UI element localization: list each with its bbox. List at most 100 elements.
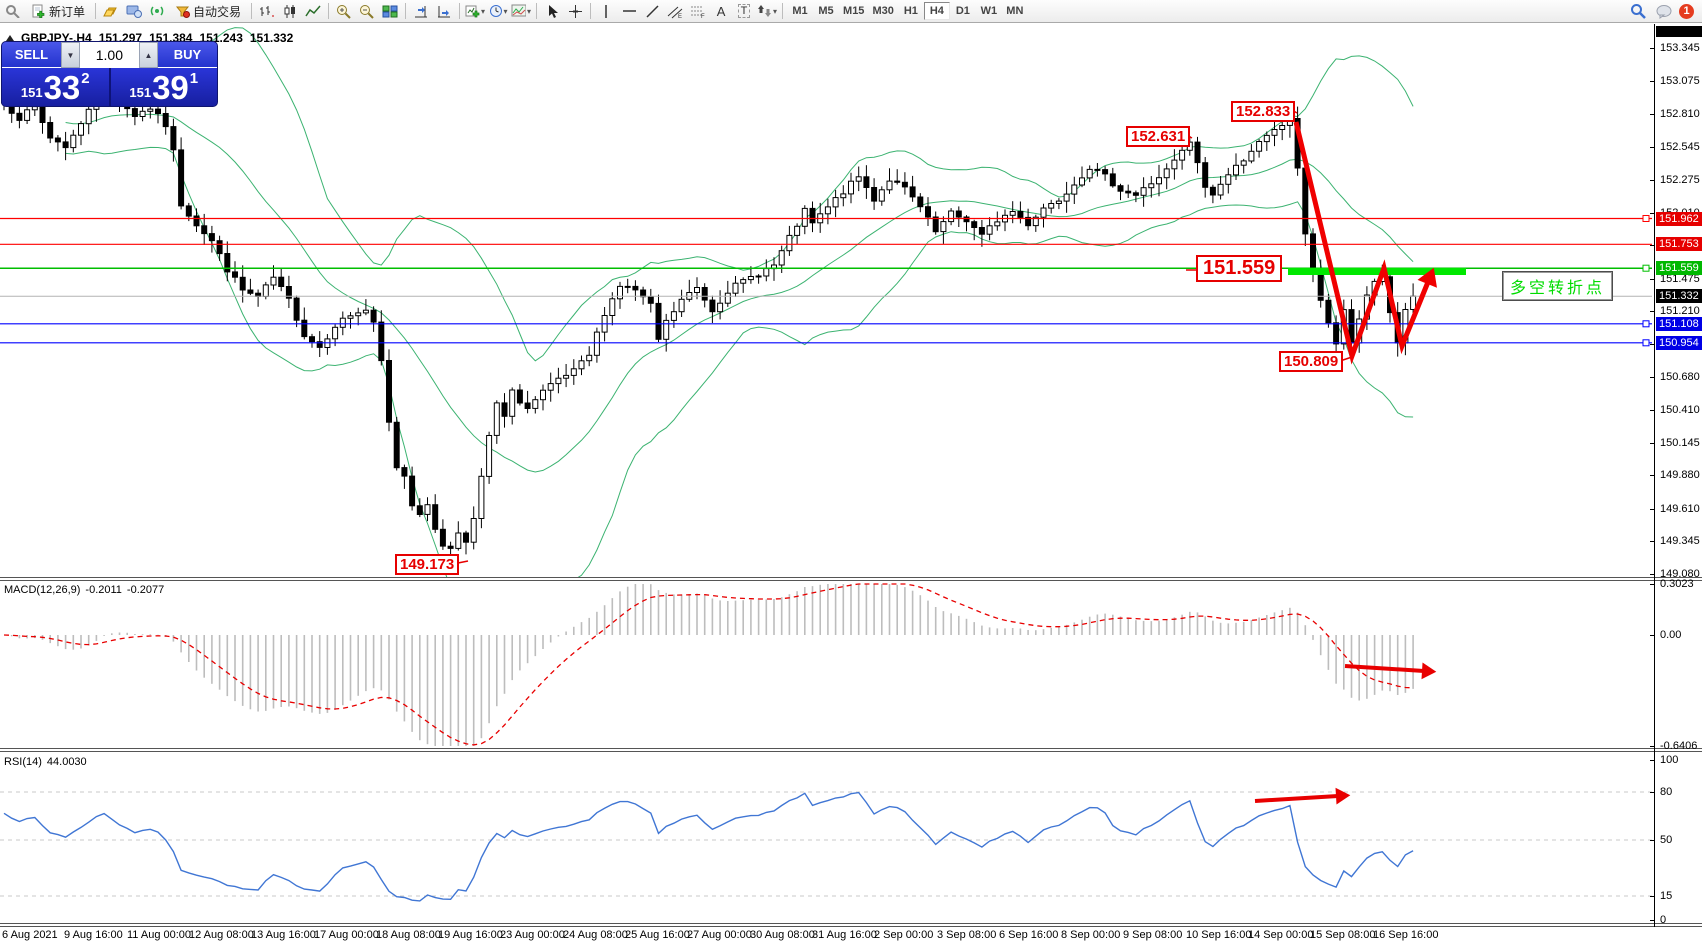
- crosshair-icon[interactable]: [564, 1, 586, 21]
- price-line-tag-151.332[interactable]: 151.332: [1656, 289, 1702, 303]
- svg-text:F: F: [701, 14, 705, 19]
- macd-axis-label: 0.00: [1660, 629, 1682, 641]
- auto-trading-label: 自动交易: [193, 4, 242, 19]
- bar-chart-icon[interactable]: [256, 1, 278, 21]
- time-axis-label: 6 Sep 16:00: [999, 929, 1059, 941]
- timeframe-H4[interactable]: H4: [923, 2, 950, 20]
- callout-152833[interactable]: 152.833: [1231, 101, 1296, 122]
- timeframe-D1[interactable]: D1: [955, 5, 970, 17]
- gold-bar-icon[interactable]: [100, 1, 122, 21]
- timeframe-M30[interactable]: M30: [872, 5, 894, 17]
- search-icon[interactable]: [1627, 1, 1649, 21]
- arrows-tool-icon[interactable]: ▾: [756, 1, 778, 21]
- buy-price[interactable]: 151 39 1: [111, 68, 218, 106]
- price-line-tag-150.954[interactable]: 150.954: [1656, 336, 1702, 350]
- ohlc-close: 151.332: [249, 31, 294, 45]
- price-axis-label: 149.345: [1660, 535, 1700, 547]
- volume-decrease-button[interactable]: ▼: [61, 42, 80, 68]
- buy-button[interactable]: BUY: [158, 42, 217, 68]
- auto-scroll-icon[interactable]: [433, 1, 455, 21]
- price-axis-tick: [1650, 147, 1655, 148]
- toolbar-separator: [405, 3, 407, 19]
- pane-separator[interactable]: [0, 577, 1702, 581]
- arrows-dropdown-caret: ▾: [773, 6, 778, 16]
- callout-150809[interactable]: 150.809: [1279, 351, 1344, 372]
- sell-price-pip: 2: [81, 70, 90, 87]
- symbol-marker-icon: [6, 35, 14, 41]
- channel-tool-icon[interactable]: E: [664, 1, 686, 21]
- clipped-chart-icon[interactable]: [2, 1, 24, 21]
- timeframe-M5[interactable]: M5: [818, 5, 834, 17]
- sell-price-prefix: 151: [20, 85, 43, 100]
- sell-price[interactable]: 151 33 2: [2, 68, 111, 106]
- text-tool-icon[interactable]: A: [716, 3, 726, 19]
- candlestick-chart-icon[interactable]: [279, 1, 301, 21]
- fibonacci-tool-icon[interactable]: F: [687, 1, 709, 21]
- pane-separator[interactable]: [0, 748, 1702, 752]
- rsi-label-row: RSI(14) 44.0030: [4, 756, 87, 768]
- signal-icon[interactable]: [146, 1, 168, 21]
- callout-152631[interactable]: 152.631: [1126, 126, 1191, 147]
- trend-line-tool-icon[interactable]: [641, 1, 663, 21]
- text-label-tool-icon[interactable]: T: [733, 1, 755, 21]
- price-axis-tick: [1650, 180, 1655, 181]
- time-axis-label: 18 Aug 08:00: [376, 929, 441, 941]
- notification-badge[interactable]: 1: [1679, 3, 1694, 19]
- time-axis-label: 25 Aug 16:00: [625, 929, 690, 941]
- template-colors-icon[interactable]: ▾: [510, 1, 532, 21]
- time-axis-label: 13 Aug 16:00: [251, 929, 316, 941]
- pane-separator[interactable]: [0, 923, 1702, 927]
- volume-increase-button[interactable]: ▲: [139, 42, 158, 68]
- callout-151559[interactable]: 151.559: [1196, 255, 1283, 282]
- price-line-tag-151.108[interactable]: 151.108: [1656, 317, 1702, 331]
- horizontal-line-tool-icon[interactable]: [618, 1, 640, 21]
- price-axis-label: 152.810: [1660, 108, 1700, 120]
- new-order-button[interactable]: 新订单: [25, 1, 91, 21]
- note-turning-point[interactable]: 多空转折点: [1502, 271, 1614, 301]
- ohlc-high: 151.384: [149, 31, 193, 45]
- rsi-pane[interactable]: [0, 752, 1702, 923]
- price-axis-label: 153.345: [1660, 42, 1700, 54]
- time-axis-label: 16 Sep 16:00: [1373, 929, 1439, 941]
- macd-axis-tick: [1650, 635, 1655, 636]
- timeframe-M1[interactable]: M1: [792, 5, 808, 17]
- price-line-tag-151.962[interactable]: 151.962: [1656, 212, 1702, 226]
- vertical-line-tool-icon[interactable]: [595, 1, 617, 21]
- new-chart-icon[interactable]: ▾: [464, 1, 486, 21]
- tile-windows-icon[interactable]: [379, 1, 401, 21]
- price-line-tag-151.559[interactable]: 151.559: [1656, 261, 1702, 275]
- time-axis-label: 27 Aug 00:00: [687, 929, 752, 941]
- toolbar-separator: [536, 3, 538, 19]
- callout-149173[interactable]: 149.173: [395, 554, 460, 575]
- price-axis-label: 150.145: [1660, 437, 1700, 449]
- chat-icon[interactable]: [1653, 1, 1675, 21]
- toolbar-separator: [590, 3, 592, 19]
- zoom-out-icon[interactable]: [356, 1, 378, 21]
- timeframe-MN[interactable]: MN: [1006, 5, 1024, 17]
- candles: [1, 77, 1417, 563]
- macd-pane[interactable]: [0, 581, 1702, 748]
- toolbar-separator: [251, 3, 253, 19]
- main-chart-pane[interactable]: [0, 24, 1702, 577]
- time-axis-label: 9 Sep 08:00: [1123, 929, 1183, 941]
- auto-trading-button[interactable]: 自动交易: [169, 1, 247, 21]
- expert-advisor-icon[interactable]: [123, 1, 145, 21]
- cursor-icon[interactable]: [541, 1, 563, 21]
- volume-input[interactable]: 1.00: [80, 42, 139, 68]
- zoom-in-icon[interactable]: [333, 1, 355, 21]
- chart-shift-icon[interactable]: [410, 1, 432, 21]
- line-chart-icon[interactable]: [302, 1, 324, 21]
- timeframe-W1[interactable]: W1: [980, 5, 998, 17]
- bollinger-bands: [65, 27, 1414, 577]
- time-axis-label: 8 Sep 00:00: [1061, 929, 1121, 941]
- time-axis-label: 10 Sep 16:00: [1186, 929, 1252, 941]
- macd-histogram: [10, 584, 1414, 746]
- price-line-tag-151.753[interactable]: 151.753: [1656, 237, 1702, 251]
- sell-button[interactable]: SELL: [2, 42, 61, 68]
- time-axis-label: 31 Aug 16:00: [812, 929, 877, 941]
- timeframe-H1[interactable]: H1: [903, 5, 918, 17]
- timeframe-M15[interactable]: M15: [843, 5, 865, 17]
- price-axis-tick: [1650, 475, 1655, 476]
- period-clock-icon[interactable]: ▾: [487, 1, 509, 21]
- price-axis-tick: [1650, 574, 1655, 575]
